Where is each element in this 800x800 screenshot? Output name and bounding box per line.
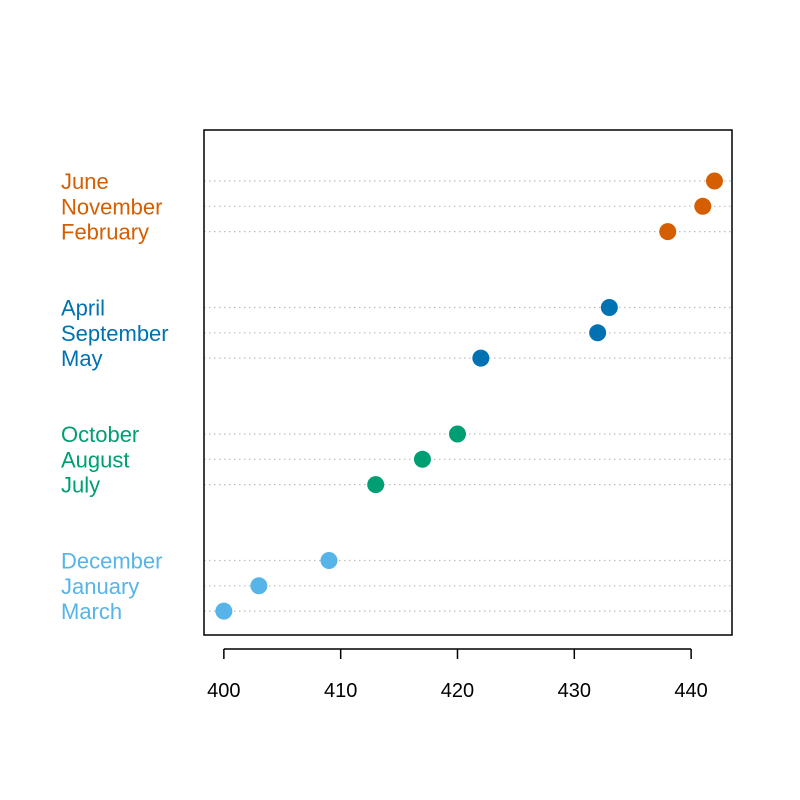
x-tick-label-400: 400 (207, 680, 240, 702)
data-points (215, 172, 723, 620)
label-august: August (61, 447, 130, 472)
label-november: November (61, 194, 162, 219)
x-tick-label-430: 430 (558, 680, 591, 702)
point-july (367, 476, 385, 494)
label-september: September (61, 321, 169, 346)
x-tick-label-420: 420 (441, 680, 474, 702)
point-august (413, 450, 431, 468)
label-march: March (61, 599, 122, 624)
label-april: April (61, 296, 105, 321)
x-tick-label-440: 440 (674, 680, 707, 702)
label-december: December (61, 549, 162, 574)
label-february: February (61, 220, 149, 245)
point-march (215, 602, 233, 620)
label-june: June (61, 169, 109, 194)
label-may: May (61, 346, 103, 371)
gridlines (204, 180, 732, 612)
x-axis: 400 410 420 430 440 (207, 648, 708, 702)
point-june (705, 172, 723, 190)
label-october: October (61, 422, 139, 447)
point-april (600, 299, 618, 316)
x-tick-label-410: 410 (324, 680, 357, 702)
point-november (694, 197, 712, 215)
label-january: January (61, 574, 139, 599)
plot-frame (203, 129, 733, 636)
point-september (589, 324, 607, 342)
label-july: July (61, 473, 100, 498)
point-december (320, 552, 338, 569)
point-october (448, 425, 466, 443)
point-january (250, 577, 268, 595)
point-may (472, 349, 490, 367)
point-february (659, 223, 677, 241)
